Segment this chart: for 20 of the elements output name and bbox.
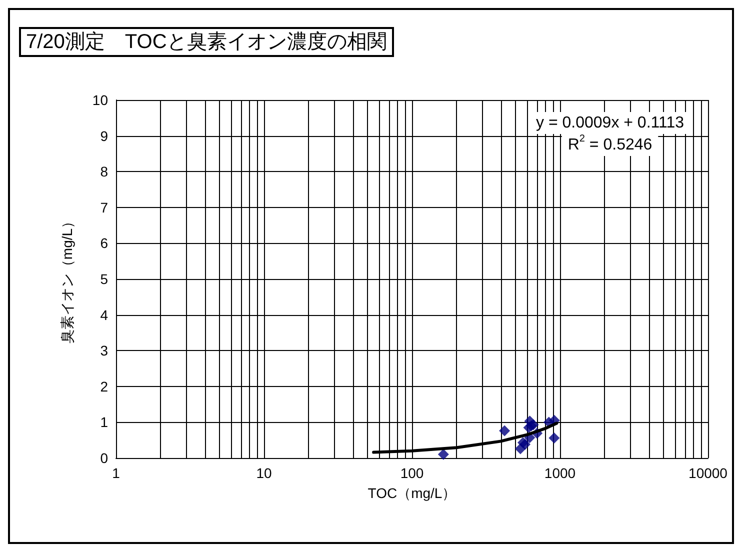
y-tick-label: 8 (100, 164, 108, 180)
x-tick-label: 1 (112, 465, 120, 481)
y-tick-label: 3 (100, 342, 108, 359)
y-tick-label: 6 (100, 235, 108, 252)
y-tick-label: 0 (100, 450, 108, 466)
x-tick-label: 1000 (544, 465, 576, 481)
y-axis-title: 臭素イオン（mg/L） (59, 214, 75, 344)
x-tick-label: 100 (400, 465, 424, 481)
annotation: y = 0.0009x + 0.1113 (536, 114, 684, 132)
y-tick-label: 10 (92, 92, 108, 108)
y-tick-label: 7 (100, 199, 108, 216)
y-tick-label: 9 (100, 128, 108, 144)
y-tick-label: 5 (100, 271, 108, 287)
x-tick-label: 10000 (688, 465, 728, 481)
y-tick-label: 1 (100, 414, 108, 430)
x-axis-title: TOC（mg/L） (368, 485, 456, 501)
y-tick-label: 4 (100, 306, 108, 323)
chart-title: 7/20測定 TOCと臭素イオン濃度の相関 (26, 31, 387, 53)
x-tick-label: 10 (256, 465, 272, 481)
y-tick-label: 2 (100, 378, 108, 394)
